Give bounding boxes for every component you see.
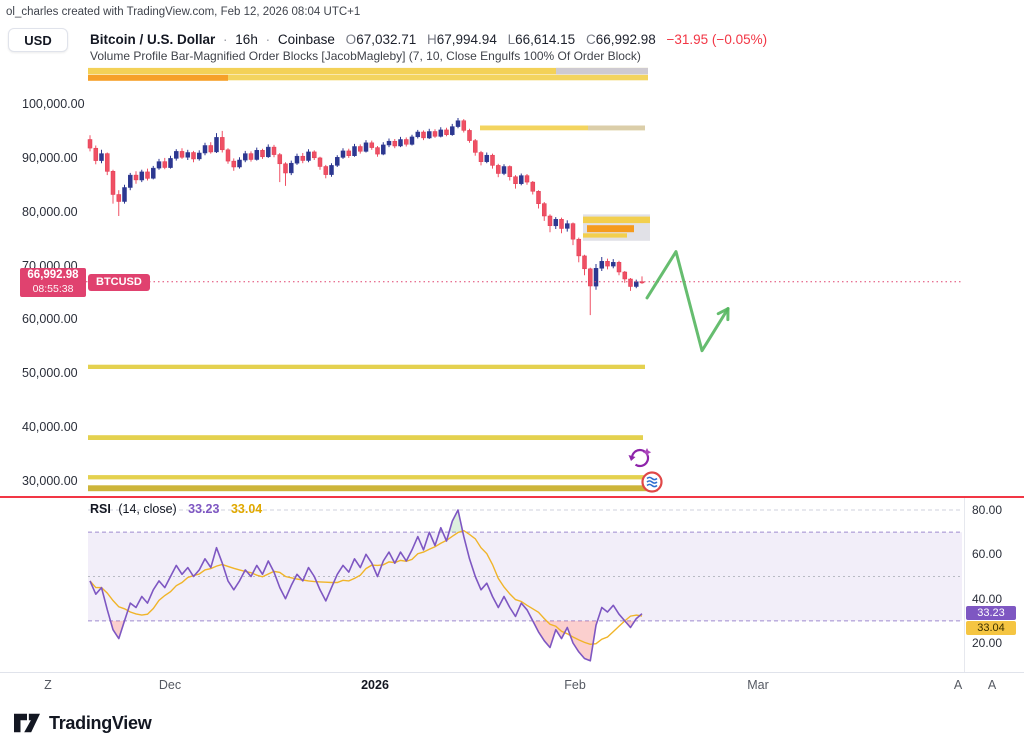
rsi-ma-value-badge: 33.04 [966,621,1016,635]
attribution-text: ol_charles created with TradingView.com,… [6,6,361,18]
rsi-value-badge: 33.23 [966,606,1016,620]
candlestick-series [87,118,645,316]
pane-separator[interactable] [0,496,1024,498]
tradingview-logo-icon [14,713,40,733]
purple-swirl-emoji[interactable] [628,448,652,468]
time-axis-border [0,672,1024,673]
high-value: 67,994.94 [436,32,497,47]
low-label: L [507,32,516,47]
close-label: C [585,32,596,47]
tradingview-logo[interactable]: TradingView [12,710,152,736]
projection-arrow-drawing[interactable] [645,250,730,353]
interval-value[interactable]: 16h [235,32,258,47]
rsi-ma-line [89,529,643,646]
symbol-badge: BTCUSD [88,274,150,291]
red-circle-emoji[interactable] [641,471,663,493]
open-value: 67,032.71 [356,32,417,47]
rsi-pane [88,509,962,662]
high-label: H [427,32,437,47]
order-block-bands [88,67,658,492]
bar-countdown: 08:55:38 [32,283,74,295]
rsi-value: 33.23 [188,502,220,516]
rsi-ma-value: 33.04 [230,502,263,516]
low-value: 66,614.15 [515,32,576,47]
close-value: 66,992.98 [595,32,656,47]
symbol-header: Bitcoin / U.S. Dollar · 16h · Coinbase O… [90,32,767,47]
rsi-title: RSI [90,502,111,516]
change-value: −31.95 (−0.05%) [666,32,768,47]
separator-dot: · [265,32,271,47]
indicator-legend[interactable]: Volume Profile Bar-Magnified Order Block… [90,49,641,63]
rsi-legend[interactable]: RSI (14, close) 33.23 33.04 [90,502,262,516]
separator-dot: · [223,32,228,47]
rsi-line [89,509,643,662]
exchange-name[interactable]: Coinbase [277,32,335,47]
last-price-value: 66,992.98 [27,269,79,281]
symbol-name[interactable]: Bitcoin / U.S. Dollar [90,32,216,47]
tradingview-logo-text: TradingView [49,712,152,733]
open-label: O [345,32,357,47]
rsi-params: (14, close) [118,502,177,516]
rsi-scale-border [964,497,965,672]
currency-toggle-button[interactable]: USD [8,28,68,52]
last-price-label: 66,992.98 08:55:38 [20,268,86,297]
